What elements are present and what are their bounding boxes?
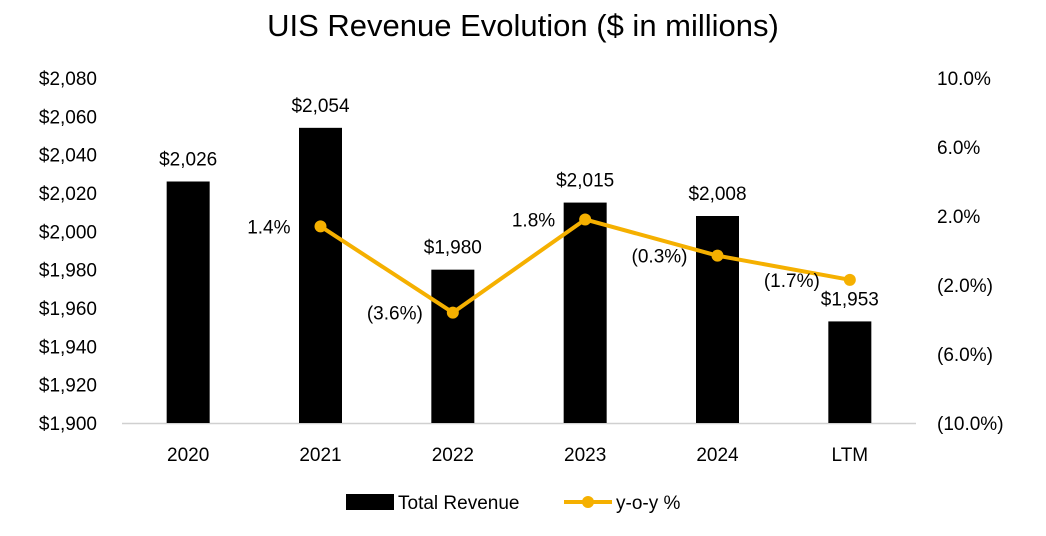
right-axis-tick-label: 2.0% (937, 207, 980, 228)
left-axis-tick-label: $2,040 (39, 146, 97, 167)
left-axis-tick-label: $2,020 (39, 184, 97, 205)
yoy-data-label: 1.4% (247, 217, 290, 238)
yoy-point (314, 220, 327, 233)
legend-label-yoy: y-o-y % (616, 493, 681, 514)
left-axis-tick-label: $1,920 (39, 376, 97, 397)
revenue-data-label: $2,015 (556, 171, 614, 192)
right-axis-tick-label: 6.0% (937, 138, 980, 159)
x-axis-tick-label: LTM (832, 445, 869, 466)
legend: Total Revenue y-o-y % (346, 493, 681, 514)
revenue-bar (828, 321, 872, 423)
left-axis-tick-label: $1,960 (39, 299, 97, 320)
legend-swatch-yoy-marker (582, 496, 594, 508)
legend-swatch-total-revenue (346, 494, 394, 510)
line-series (314, 213, 856, 319)
left-axis: $1,900 $1,920 $1,940 $1,960 $1,980 $2,000 $2,0… (39, 69, 97, 435)
legend-label-total-revenue: Total Revenue (398, 493, 519, 514)
left-axis-tick-label: $1,980 (39, 261, 97, 282)
revenue-data-label: $1,980 (424, 238, 482, 259)
data-labels: $2,026 $2,054 $1,980 $2,015 $2,008 $1,953 1.4%… (159, 96, 879, 325)
revenue-data-label: $2,054 (291, 96, 350, 117)
x-axis-tick-label: 2023 (564, 445, 606, 466)
revenue-bar (299, 127, 342, 423)
left-axis-tick-label: $1,900 (39, 414, 97, 435)
x-axis-tick-label: 2021 (299, 445, 341, 466)
x-axis-tick-label: 2022 (432, 445, 474, 466)
left-axis-tick-label: $2,000 (39, 222, 97, 243)
yoy-point (843, 273, 856, 286)
chart-title: UIS Revenue Evolution ($ in millions) (267, 8, 779, 43)
revenue-bar (431, 269, 475, 423)
yoy-point (711, 249, 724, 262)
x-axis: 2020 2021 2022 2023 2024 LTM (122, 422, 916, 466)
yoy-point (579, 213, 592, 226)
yoy-data-label: (1.7%) (764, 271, 820, 292)
revenue-data-label: $1,953 (821, 289, 879, 310)
revenue-data-label: $2,008 (688, 184, 746, 205)
left-axis-tick-label: $2,080 (39, 69, 97, 90)
revenue-bar (563, 202, 607, 423)
x-axis-tick-label: 2020 (167, 445, 209, 466)
revenue-bar (166, 181, 210, 423)
bar-series (166, 127, 872, 423)
x-axis-tick-label: 2024 (696, 445, 739, 466)
left-axis-tick-label: $2,060 (39, 107, 97, 128)
left-axis-tick-label: $1,940 (39, 337, 97, 358)
right-axis-tick-label: 10.0% (937, 69, 991, 90)
right-axis-tick-label: (2.0%) (937, 276, 993, 297)
yoy-data-label: 1.8% (512, 210, 555, 231)
right-axis-tick-label: (6.0%) (937, 345, 993, 366)
yoy-data-label: (0.3%) (632, 247, 688, 268)
revenue-data-label: $2,026 (159, 150, 217, 171)
yoy-point (446, 306, 459, 319)
right-axis: (10.0%) (6.0%) (2.0%) 2.0% 6.0% 10.0% (937, 69, 1004, 435)
yoy-data-label: (3.6%) (367, 304, 423, 325)
revenue-bar (696, 216, 739, 423)
right-axis-tick-label: (10.0%) (937, 414, 1004, 435)
